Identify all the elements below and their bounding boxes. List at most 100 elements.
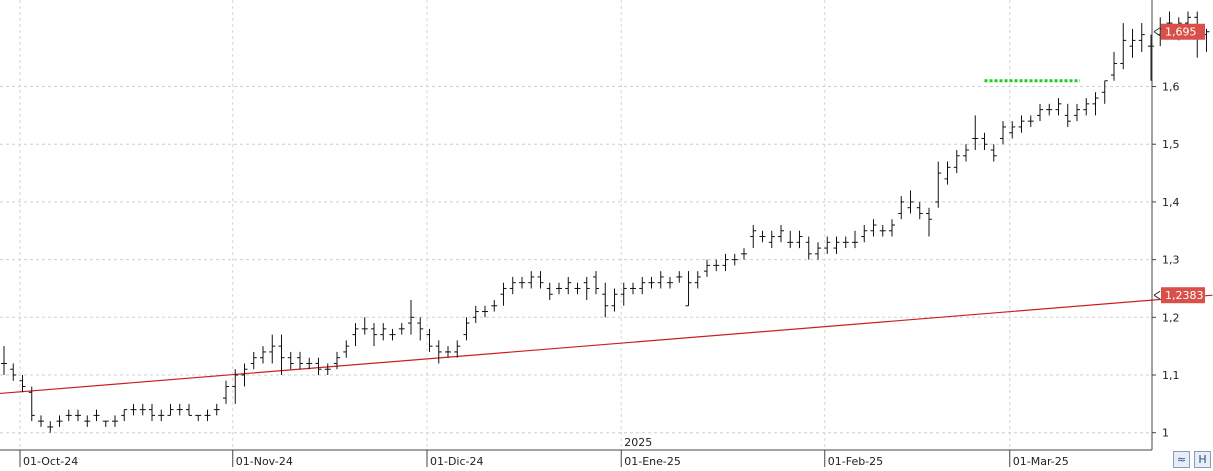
ohlc-bar	[778, 225, 784, 243]
ohlc-bar	[1138, 23, 1145, 52]
ohlc-bar	[935, 161, 942, 208]
save-button[interactable]: H	[1194, 451, 1211, 468]
ohlc-bar	[926, 207, 932, 237]
ohlc-bar	[556, 282, 562, 295]
ohlc-bar	[796, 230, 803, 249]
ohlc-bar	[981, 132, 988, 150]
x-axis: 01-Oct-24 01-Nov-24 01-Dic-24 01-Ene-25 01-F…	[19, 436, 1069, 468]
ohlc-bar	[861, 225, 868, 243]
ohlc-bar	[815, 242, 821, 260]
ohlc-bar	[130, 403, 137, 416]
ohlc-bar	[334, 351, 340, 370]
ohlc-bar	[1009, 121, 1016, 139]
ohlc-bar	[768, 230, 775, 249]
y-tick-label: 1	[1162, 427, 1169, 440]
ohlc-bar	[195, 414, 202, 422]
ohlc-bar	[657, 271, 664, 289]
ohlc-bar	[907, 190, 914, 214]
ohlc-bar	[759, 230, 766, 243]
y-tick-label: 1,5	[1162, 138, 1180, 151]
ohlc-bar	[306, 357, 313, 370]
ohlc-bar	[278, 334, 285, 375]
ohlc-bar	[1111, 51, 1117, 81]
ohlc-bar	[1037, 103, 1043, 122]
ohlc-bar	[639, 276, 646, 295]
ohlc-bar	[417, 317, 424, 341]
ohlc-bar	[176, 403, 183, 416]
ohlc-bar	[112, 415, 118, 427]
ohlc-bar	[38, 415, 44, 427]
ohlc-bar	[824, 236, 831, 254]
ohlc-bar	[685, 271, 692, 307]
x-tick-label: 01-Ene-25	[624, 455, 681, 468]
ohlc-bar	[519, 276, 525, 289]
ohlc-bar	[611, 288, 618, 312]
x-tick-label: 01-Nov-24	[236, 455, 293, 468]
price-tags: 1,695 1,2383	[1153, 23, 1205, 304]
ohlc-bar	[630, 282, 636, 295]
ohlc-bar	[704, 259, 710, 277]
ohlc-bar	[944, 161, 951, 185]
ohlc-bar	[408, 300, 414, 335]
ohlc-bar	[139, 403, 146, 416]
ohlc-bar	[963, 144, 969, 162]
ohlc-bar	[149, 403, 155, 422]
ohlc-bar	[1000, 121, 1006, 145]
ohlc-bar	[500, 282, 507, 306]
ohlc-bar	[1120, 23, 1127, 70]
ohlc-bar	[287, 351, 294, 370]
ohlc-bars	[1, 11, 1210, 433]
y-tick-label: 1,6	[1162, 81, 1180, 94]
ohlc-bar	[593, 271, 599, 295]
zoom-button[interactable]: ≈	[1173, 451, 1190, 468]
ohlc-bar	[10, 363, 17, 381]
ohlc-bar	[1046, 103, 1053, 116]
ohlc-bar	[93, 409, 100, 422]
ohlc-bar	[537, 271, 544, 289]
ohlc-bar	[380, 323, 387, 341]
price-tag-pointer	[1153, 290, 1161, 300]
ohlc-bar	[167, 403, 174, 416]
ohlc-bar	[204, 409, 211, 422]
ohlc-bar	[741, 248, 747, 260]
y-axis: 1 1,1 1,2 1,3 1,4 1,5 1,6	[1152, 81, 1180, 440]
ohlc-bar	[1092, 92, 1099, 116]
ohlc-bar	[1101, 80, 1108, 104]
ohlc-bar	[186, 403, 192, 416]
price-tag-box	[1161, 23, 1205, 40]
ohlc-bar	[1074, 103, 1080, 122]
x-tick-label: 01-Mar-25	[1013, 455, 1069, 468]
moving-average	[0, 294, 1213, 395]
ohlc-bar	[898, 196, 905, 220]
ohlc-bar	[28, 386, 35, 422]
ohlc-bar	[343, 340, 350, 358]
ohlc-bar	[1064, 103, 1071, 127]
ohlc-bar	[787, 230, 794, 249]
ohlc-bar	[805, 236, 812, 260]
ohlc-bar	[472, 305, 479, 324]
price-tag-label: 1,2383	[1165, 289, 1204, 302]
ohlc-bar	[389, 328, 396, 341]
ohlc-bar	[445, 346, 451, 358]
ohlc-bar	[870, 219, 877, 237]
save-icon: H	[1198, 453, 1207, 466]
ohlc-bar	[1083, 98, 1090, 116]
ohlc-bar	[260, 346, 266, 364]
ohlc-bar	[731, 253, 738, 266]
ohlc-bar	[361, 317, 368, 335]
ohlc-bar	[47, 421, 54, 433]
ohlc-bar	[121, 409, 128, 422]
ohlc-bar	[602, 282, 609, 318]
ohlc-bar	[694, 271, 701, 289]
ohlc-bar	[528, 271, 535, 289]
ohlc-bar	[482, 305, 488, 318]
ohlc-bar	[371, 323, 377, 347]
ohlc-bar	[879, 225, 886, 237]
y-tick-label: 1,2	[1162, 311, 1180, 324]
ohlc-bar	[491, 300, 498, 312]
price-tag-label: 1,695	[1165, 26, 1197, 39]
zoom-icon: ≈	[1176, 453, 1187, 466]
x-tick-label: 01-Dic-24	[430, 455, 484, 468]
ohlc-bar	[852, 230, 858, 249]
